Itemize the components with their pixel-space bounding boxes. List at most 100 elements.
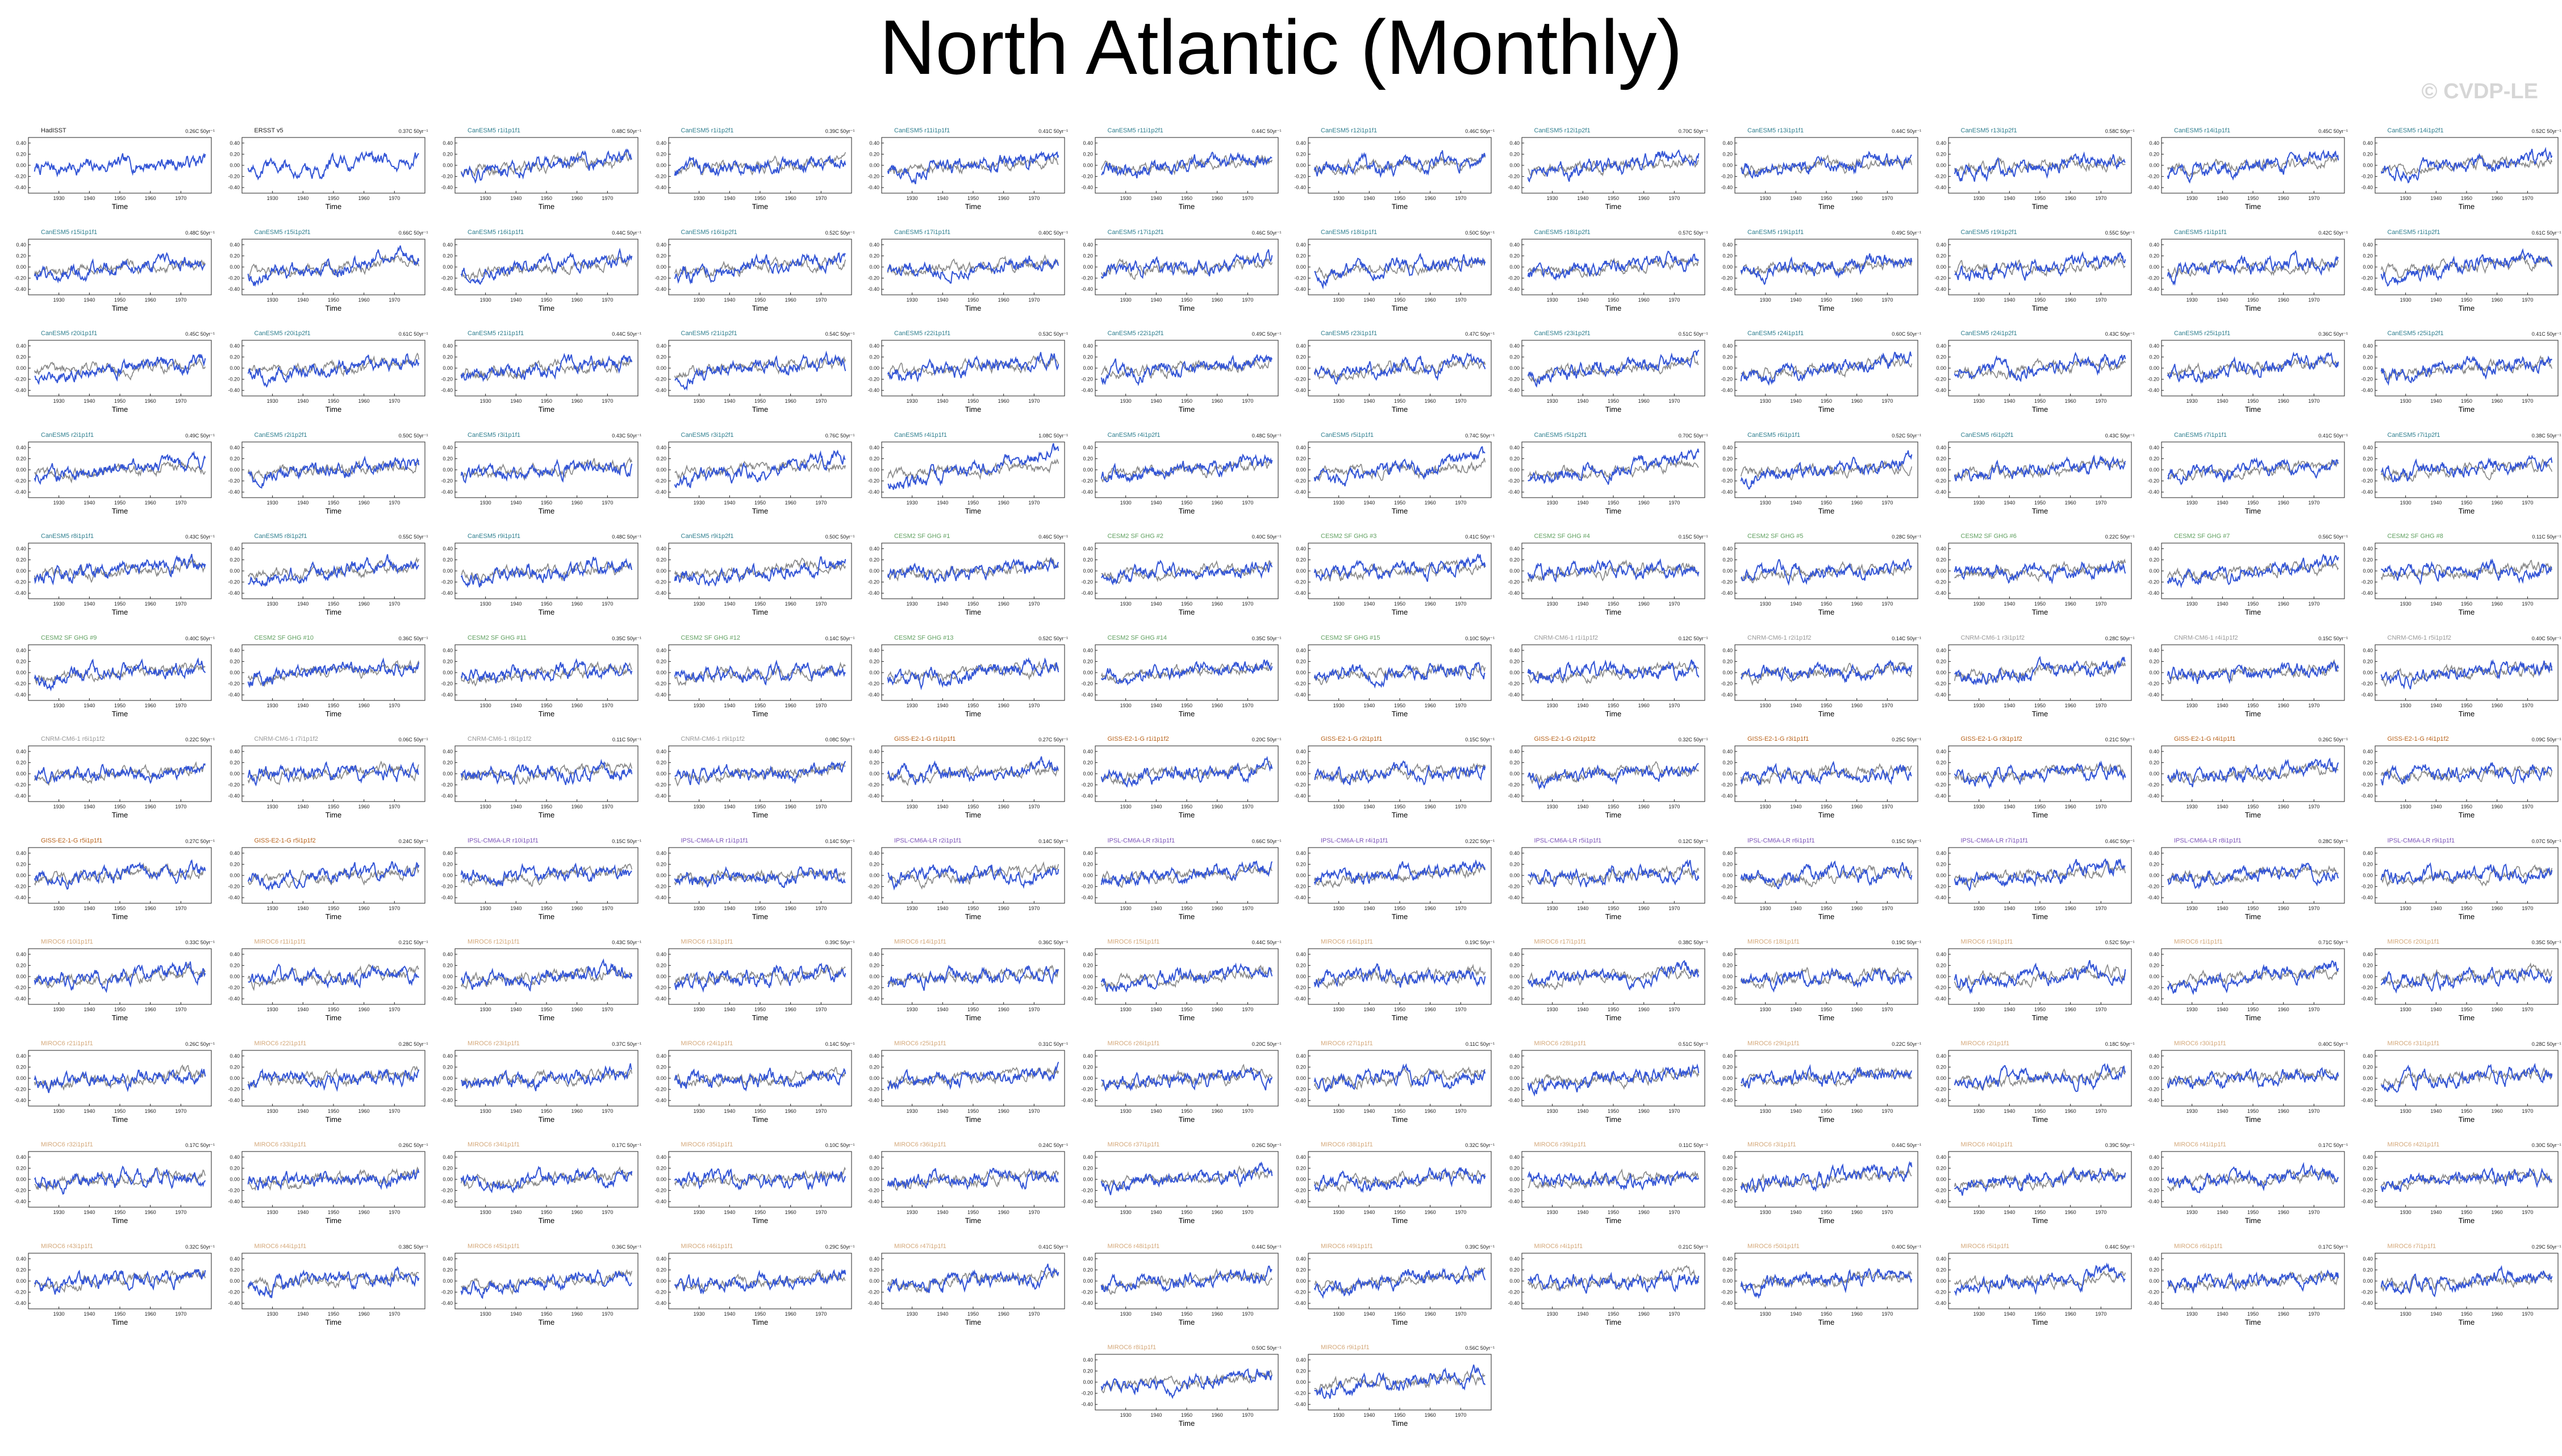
y-tick-label: -0.40 [1934,996,1946,1002]
x-axis-label: Time [1605,304,1621,312]
timeseries-panel: 0.40 0.20 0.00 -0.20 -0.40 1930 1940 1950 1960 19… [12,633,217,724]
x-tick-label: 1930 [2187,601,2198,607]
panel-trend-label: 0.28C 50yr⁻¹ [398,1041,428,1047]
y-tick-label: 0.00 [656,670,666,675]
plot-frame [1948,340,2131,397]
plot-frame [1095,340,1278,397]
plot-frame [454,340,639,397]
y-tick-label: -0.40 [1508,185,1520,190]
x-tick-label: 1970 [815,906,827,911]
panel-trend-label: 0.40C 50yr⁻¹ [2531,635,2561,641]
x-tick-label: 1960 [998,804,1009,810]
x-tick-label: 1940 [297,1311,308,1317]
y-tick-label: 0.00 [1296,670,1306,675]
x-tick-label: 1970 [602,1007,613,1012]
y-tick-label: 0.00 [656,1278,666,1284]
x-tick-label: 1940 [84,297,95,303]
timeseries-panel: 0.40 0.20 0.00 -0.20 -0.40 1930 1940 1950 1960 19… [2359,228,2562,319]
y-tick-label: 0.00 [1509,467,1520,473]
x-tick-label: 1960 [1425,1209,1436,1215]
x-tick-label: 1960 [2491,500,2502,506]
x-tick-label: 1970 [1668,601,1680,607]
x-tick-label: 1930 [2187,297,2198,303]
x-tick-label: 1970 [175,1108,186,1114]
timeseries-panel: 0.40 0.20 0.00 -0.20 -0.40 1930 1940 1950 1960 19… [12,1039,217,1130]
timeseries-panel: 0.40 0.20 0.00 -0.20 -0.40 1930 1940 1950 1960 19… [1506,836,1710,927]
x-tick-label: 1950 [1607,601,1618,607]
y-tick-label: -0.20 [1934,579,1946,585]
panel-title: MIROC6 r3i1p1f1 [1747,1141,1796,1148]
y-tick-label: 0.40 [230,444,240,450]
y-tick-label: -0.20 [867,174,879,180]
y-tick-label: 0.40 [443,749,453,754]
panel-trend-label: 0.44C 50yr⁻¹ [612,331,641,337]
x-tick-label: 1970 [2522,906,2533,911]
y-tick-label: 0.00 [230,670,240,675]
member-series-line [2380,862,2552,885]
y-tick-label: 0.40 [1936,241,1946,247]
panel-trend-label: 0.40C 50yr⁻¹ [1251,534,1282,540]
x-tick-label: 1950 [754,1007,765,1012]
y-tick-label: -0.40 [14,1300,26,1306]
member-series-line [34,252,206,283]
panel-title: MIROC6 r19i1p1f1 [1960,938,2013,945]
y-tick-label: 0.00 [1296,568,1306,574]
panel-trend-label: 0.52C 50yr⁻¹ [1892,432,1921,439]
y-tick-label: -0.40 [1508,895,1520,900]
panel-trend-label: 0.44C 50yr⁻¹ [2105,1244,2135,1250]
member-series-line [1740,558,1912,586]
y-tick-label: 0.00 [1509,1075,1520,1081]
y-tick-label: -0.20 [1934,1289,1946,1295]
y-tick-label: 0.20 [16,962,26,968]
x-tick-label: 1950 [2460,703,2472,708]
y-tick-label: 0.20 [1083,1064,1093,1070]
plot-frame [454,1050,639,1106]
panel-trend-label: 0.12C 50yr⁻¹ [1678,635,1708,641]
y-tick-label: -0.20 [654,681,666,686]
panel-trend-label: 0.38C 50yr⁻¹ [398,1244,428,1250]
x-tick-label: 1970 [1242,1007,1253,1012]
panel-trend-label: 0.35C 50yr⁻¹ [2531,940,2561,945]
x-tick-label: 1930 [480,1108,491,1114]
reference-series-line [1954,860,2126,888]
y-tick-label: 0.20 [656,253,666,258]
x-axis-label: Time [1178,405,1194,414]
member-series-line [460,862,632,887]
y-tick-label: 0.00 [1296,264,1306,270]
x-tick-label: 1940 [510,1007,521,1012]
x-tick-label: 1960 [358,1311,369,1317]
x-tick-label: 1970 [1455,1209,1466,1215]
x-tick-label: 1960 [358,500,369,506]
x-tick-label: 1950 [327,906,339,911]
y-tick-label: -0.20 [14,1289,26,1295]
x-tick-label: 1970 [602,804,613,810]
y-tick-label: -0.20 [441,1289,453,1295]
timeseries-panel: 0.40 0.20 0.00 -0.20 -0.40 1930 1940 1950 1960 19… [1506,1242,1710,1333]
panel-trend-label: 0.71C 50yr⁻¹ [2318,940,2348,945]
x-tick-label: 1930 [53,398,65,404]
x-tick-label: 1960 [145,1108,156,1114]
x-tick-label: 1930 [53,1209,65,1215]
y-tick-label: 0.20 [656,1267,666,1273]
y-tick-label: 0.00 [1936,568,1946,574]
y-tick-label: 0.20 [230,557,240,562]
y-tick-label: -0.40 [441,489,453,495]
member-series-line [247,1067,419,1092]
timeseries-panel: 0.40 0.20 0.00 -0.20 -0.40 1930 1940 1950 1960 19… [1079,228,1284,319]
y-tick-label: -0.20 [867,377,879,382]
member-series-line [34,353,206,385]
x-tick-label: 1930 [480,1311,491,1317]
panel-trend-label: 0.52C 50yr⁻¹ [2531,128,2561,134]
x-tick-label: 1950 [1821,1311,1832,1317]
member-series-line [674,865,846,888]
x-tick-label: 1960 [145,297,156,303]
x-tick-label: 1960 [358,1108,369,1114]
y-tick-label: 0.40 [1083,241,1093,247]
y-tick-label: -0.40 [867,895,879,900]
timeseries-panel: 0.40 0.20 0.00 -0.20 -0.40 1930 1940 1950 1960 19… [1933,431,2137,522]
x-tick-label: 1970 [1455,601,1466,607]
x-axis-label: Time [1818,507,1834,515]
x-tick-label: 1970 [1028,398,1040,404]
x-tick-label: 1930 [1760,195,1771,201]
